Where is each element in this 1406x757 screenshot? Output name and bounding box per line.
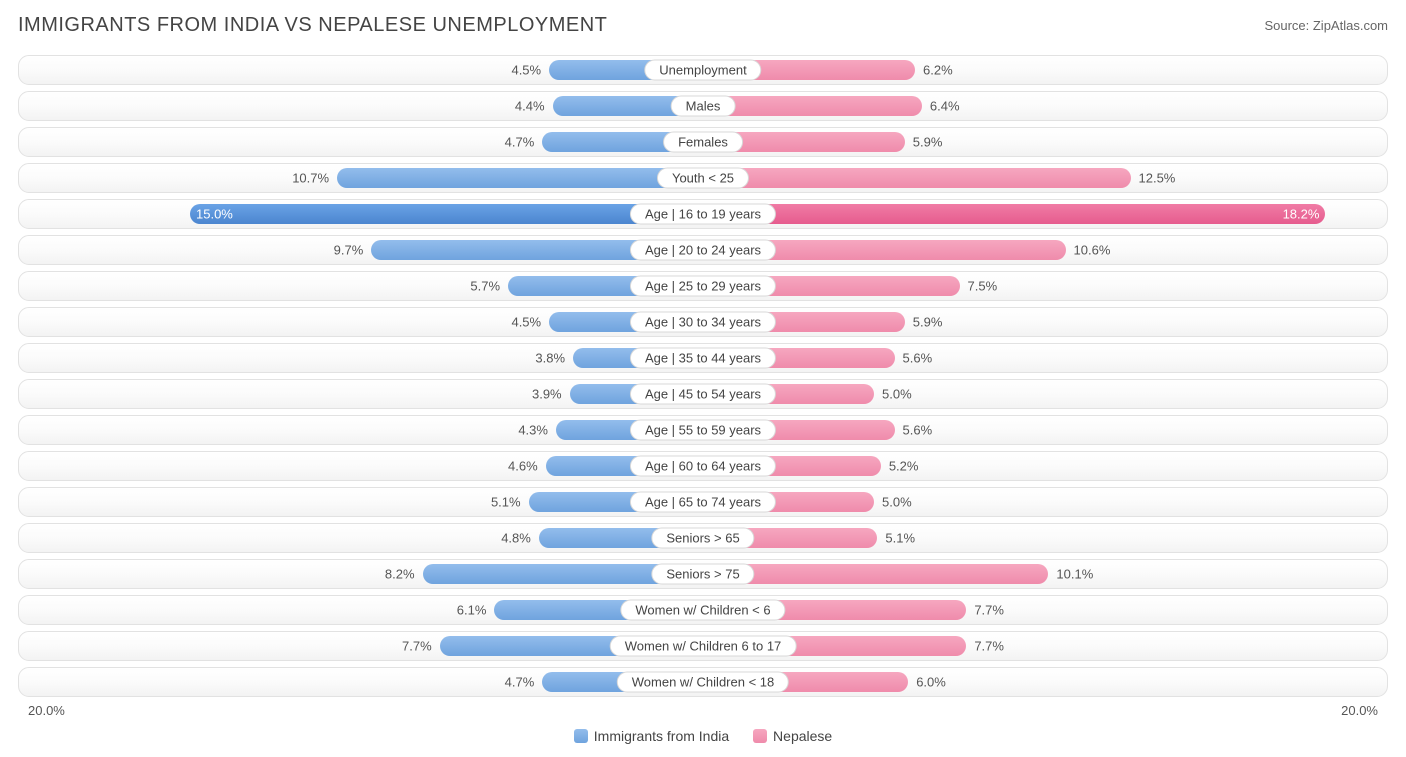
value-label-right: 5.2% [881, 459, 919, 474]
category-label: Unemployment [644, 60, 761, 81]
bar-right: 10.1% [703, 564, 1048, 584]
value-label-right: 5.9% [905, 135, 943, 150]
value-label-right: 7.7% [966, 603, 1004, 618]
legend-label-left: Immigrants from India [594, 728, 729, 744]
bar-left: 10.7% [337, 168, 703, 188]
bar-left: 15.0% [190, 204, 703, 224]
legend-item-right: Nepalese [753, 728, 832, 744]
value-label-left: 15.0% [196, 207, 233, 222]
chart-row: 8.2%10.1%Seniors > 75 [18, 559, 1388, 589]
value-label-left: 9.7% [334, 243, 372, 258]
category-label: Age | 60 to 64 years [630, 456, 776, 477]
category-label: Women w/ Children 6 to 17 [610, 636, 797, 657]
chart-row: 4.7% 5.9% Females [18, 127, 1388, 157]
legend-item-left: Immigrants from India [574, 728, 729, 744]
axis-label-left: 20.0% [18, 703, 703, 718]
value-label-left: 4.4% [515, 99, 553, 114]
value-label-right: 5.6% [895, 423, 933, 438]
value-label-left: 4.7% [505, 675, 543, 690]
bar-right: 6.4% [703, 96, 922, 116]
chart-row: 4.5% 5.9% Age | 30 to 34 years [18, 307, 1388, 337]
category-label: Youth < 25 [657, 168, 749, 189]
chart-row: 10.7%12.5%Youth < 25 [18, 163, 1388, 193]
value-label-left: 3.8% [535, 351, 573, 366]
value-label-right: 7.7% [966, 639, 1004, 654]
value-label-left: 4.6% [508, 459, 546, 474]
value-label-right: 6.4% [922, 99, 960, 114]
value-label-right: 5.6% [895, 351, 933, 366]
legend-label-right: Nepalese [773, 728, 832, 744]
chart-row: 4.3% 5.6% Age | 55 to 59 years [18, 415, 1388, 445]
value-label-right: 5.9% [905, 315, 943, 330]
category-label: Age | 30 to 34 years [630, 312, 776, 333]
chart-row: 4.5% 6.2% Unemployment [18, 55, 1388, 85]
category-label: Males [671, 96, 736, 117]
value-label-left: 5.7% [470, 279, 508, 294]
chart-source: Source: ZipAtlas.com [1264, 18, 1388, 33]
category-label: Age | 35 to 44 years [630, 348, 776, 369]
value-label-right: 6.2% [915, 63, 953, 78]
chart-row: 4.7% 6.0% Women w/ Children < 18 [18, 667, 1388, 697]
chart-row: 3.9% 5.0% Age | 45 to 54 years [18, 379, 1388, 409]
category-label: Women w/ Children < 6 [620, 600, 785, 621]
value-label-left: 4.3% [518, 423, 556, 438]
chart-row: 4.8% 5.1% Seniors > 65 [18, 523, 1388, 553]
value-label-left: 4.5% [511, 315, 549, 330]
category-label: Age | 45 to 54 years [630, 384, 776, 405]
category-label: Females [663, 132, 743, 153]
chart-row: 4.4%6.4%Males [18, 91, 1388, 121]
value-label-right: 5.0% [874, 495, 912, 510]
value-label-left: 6.1% [457, 603, 495, 618]
chart-row: 9.7% 10.6% Age | 20 to 24 years [18, 235, 1388, 265]
value-label-left: 4.5% [511, 63, 549, 78]
chart-row: 5.7% 7.5% Age | 25 to 29 years [18, 271, 1388, 301]
value-label-right: 18.2% [1283, 207, 1320, 222]
legend: Immigrants from India Nepalese [18, 728, 1388, 746]
value-label-right: 6.0% [908, 675, 946, 690]
value-label-right: 10.6% [1066, 243, 1111, 258]
category-label: Seniors > 75 [651, 564, 754, 585]
chart-row: 6.1% 7.7% Women w/ Children < 6 [18, 595, 1388, 625]
legend-swatch-right [753, 729, 767, 743]
chart-area: 4.5%6.2%Unemployment4.4%6.4%Males4.7%5.9… [18, 55, 1388, 697]
chart-row: 7.7% 7.7% Women w/ Children 6 to 17 [18, 631, 1388, 661]
legend-swatch-left [574, 729, 588, 743]
chart-row: 15.0% 18.2% Age | 16 to 19 years [18, 199, 1388, 229]
value-label-left: 4.7% [505, 135, 543, 150]
value-label-right: 10.1% [1048, 567, 1093, 582]
category-label: Seniors > 65 [651, 528, 754, 549]
bar-right: 12.5% [703, 168, 1131, 188]
value-label-right: 12.5% [1131, 171, 1176, 186]
value-label-right: 7.5% [960, 279, 998, 294]
value-label-left: 5.1% [491, 495, 529, 510]
value-label-left: 3.9% [532, 387, 570, 402]
chart-row: 5.1% 5.0% Age | 65 to 74 years [18, 487, 1388, 517]
category-label: Women w/ Children < 18 [617, 672, 789, 693]
value-label-left: 4.8% [501, 531, 539, 546]
value-label-left: 10.7% [292, 171, 337, 186]
category-label: Age | 25 to 29 years [630, 276, 776, 297]
category-label: Age | 20 to 24 years [630, 240, 776, 261]
category-label: Age | 55 to 59 years [630, 420, 776, 441]
bar-right: 18.2% [703, 204, 1325, 224]
category-label: Age | 16 to 19 years [630, 204, 776, 225]
axis-label-right: 20.0% [703, 703, 1388, 718]
chart-row: 3.8% 5.6% Age | 35 to 44 years [18, 343, 1388, 373]
category-label: Age | 65 to 74 years [630, 492, 776, 513]
chart-title: IMMIGRANTS FROM INDIA VS NEPALESE UNEMPL… [18, 14, 607, 37]
value-label-right: 5.1% [877, 531, 915, 546]
value-label-right: 5.0% [874, 387, 912, 402]
chart-row: 4.6% 5.2% Age | 60 to 64 years [18, 451, 1388, 481]
value-label-left: 7.7% [402, 639, 440, 654]
value-label-left: 8.2% [385, 567, 423, 582]
